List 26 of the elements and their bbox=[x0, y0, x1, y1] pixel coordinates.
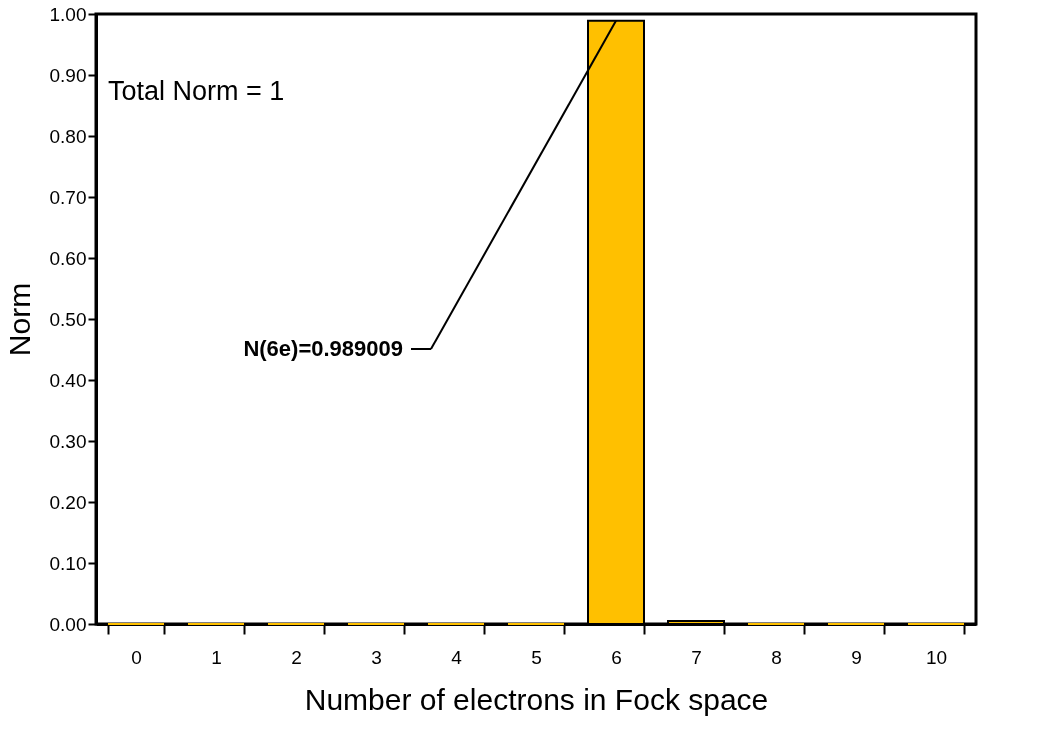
x-tick-label: 5 bbox=[531, 646, 542, 668]
annotation: Total Norm = 1 bbox=[108, 76, 285, 106]
x-tick-label: 9 bbox=[851, 646, 862, 668]
x-tick-label: 2 bbox=[291, 646, 302, 668]
x-tick-label: 1 bbox=[211, 646, 222, 668]
y-tick-label: 0.50 bbox=[49, 308, 87, 330]
x-tick-label: 3 bbox=[371, 646, 382, 668]
y-tick-label: 0.80 bbox=[49, 125, 87, 147]
x-tick-label: 7 bbox=[691, 646, 702, 668]
x-tick-label: 10 bbox=[925, 646, 948, 668]
y-tick-label: 1.00 bbox=[49, 3, 87, 25]
x-tick-label: 0 bbox=[131, 646, 142, 668]
x-tick-label: 6 bbox=[611, 646, 622, 668]
x-axis-title: Number of electrons in Fock space bbox=[304, 682, 769, 716]
y-tick-label: 0.30 bbox=[49, 430, 87, 452]
x-tick-label: 4 bbox=[451, 646, 463, 668]
y-tick-label: 0.20 bbox=[49, 491, 87, 513]
y-tick-label: 0.40 bbox=[49, 369, 87, 391]
x-tick-label: 8 bbox=[771, 646, 782, 668]
y-tick-label: 0.70 bbox=[49, 186, 87, 208]
y-tick-label: 0.00 bbox=[49, 613, 87, 635]
annotation: N(6e)=0.989009 bbox=[243, 336, 403, 361]
y-tick-label: 0.10 bbox=[49, 552, 87, 574]
y-axis-title: Norm bbox=[2, 282, 36, 357]
y-tick-label: 0.90 bbox=[49, 64, 87, 86]
y-tick-label: 0.60 bbox=[49, 247, 87, 269]
